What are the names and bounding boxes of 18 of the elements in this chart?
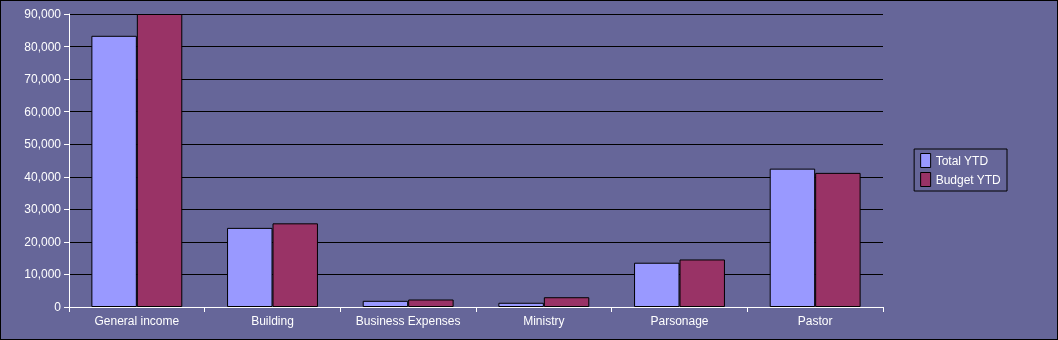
x-tick-label: Business Expenses bbox=[355, 314, 461, 328]
x-tick-label: Building bbox=[251, 314, 294, 328]
x-tick-label: General income bbox=[94, 314, 180, 328]
y-tick-label: 20,000 bbox=[24, 234, 62, 249]
y-tick-label: 50,000 bbox=[24, 137, 62, 152]
y-tick-label: 70,000 bbox=[24, 72, 62, 87]
y-tick-label: 40,000 bbox=[24, 169, 62, 184]
legend-label: Budget YTD bbox=[935, 172, 1002, 187]
y-tick-label: 90,000 bbox=[24, 7, 62, 21]
y-tick-label: 60,000 bbox=[24, 104, 62, 119]
x-tick-label: Parsonage bbox=[650, 314, 709, 328]
y-tick-label: 30,000 bbox=[24, 202, 62, 217]
legend-label: Total YTD bbox=[935, 153, 989, 168]
y-tick-label: 80,000 bbox=[24, 39, 62, 54]
x-tick-label: Ministry bbox=[523, 314, 565, 328]
y-tick-label: 10,000 bbox=[24, 267, 62, 282]
y-tick-label: 0 bbox=[54, 300, 62, 314]
x-tick-label: Pastor bbox=[797, 314, 833, 328]
